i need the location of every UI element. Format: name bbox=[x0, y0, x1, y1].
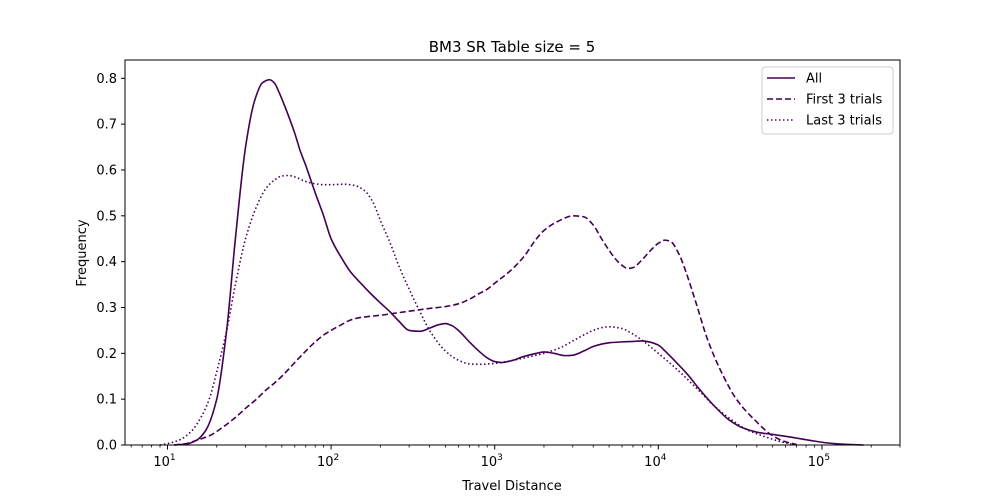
series-line-3 bbox=[159, 174, 792, 446]
y-axis-label: Frequency bbox=[75, 219, 90, 286]
x-tick-label: 101 bbox=[153, 453, 175, 470]
y-tick-label: 0.2 bbox=[96, 347, 117, 362]
series-line-1 bbox=[174, 78, 864, 446]
y-tick-label: 0.0 bbox=[96, 439, 117, 454]
plot-area bbox=[159, 78, 864, 446]
y-tick-label: 0.1 bbox=[96, 393, 117, 408]
y-tick-label: 0.5 bbox=[96, 209, 117, 224]
y-tick-label: 0.8 bbox=[96, 72, 117, 87]
y-tick-label: 0.7 bbox=[96, 118, 117, 133]
series-line-2 bbox=[174, 215, 797, 446]
legend-box bbox=[761, 66, 894, 135]
y-tick-label: 0.3 bbox=[96, 301, 117, 316]
y-axis: 0.0 0.1 0.2 0.3 0.4 0.5 0.6 0.7 0.8 bbox=[96, 72, 125, 454]
x-tick-label: 103 bbox=[481, 453, 503, 470]
x-tick-label: 105 bbox=[808, 453, 830, 470]
legend-label-1: All bbox=[806, 72, 822, 87]
legend: All First 3 trials Last 3 trials bbox=[761, 66, 894, 135]
x-axis: 101 102 103 104 105 bbox=[130, 445, 901, 470]
x-axis-label: Travel Distance bbox=[461, 479, 562, 494]
y-tick-label: 0.4 bbox=[96, 255, 117, 270]
x-tick-label: 102 bbox=[317, 453, 339, 470]
chart-title: BM3 SR Table size = 5 bbox=[429, 38, 596, 56]
plot-frame bbox=[124, 59, 901, 446]
legend-label-2: First 3 trials bbox=[806, 93, 883, 108]
legend-label-3: Last 3 trials bbox=[806, 114, 882, 129]
y-tick-label: 0.6 bbox=[96, 164, 117, 179]
x-tick-label: 104 bbox=[644, 453, 667, 470]
